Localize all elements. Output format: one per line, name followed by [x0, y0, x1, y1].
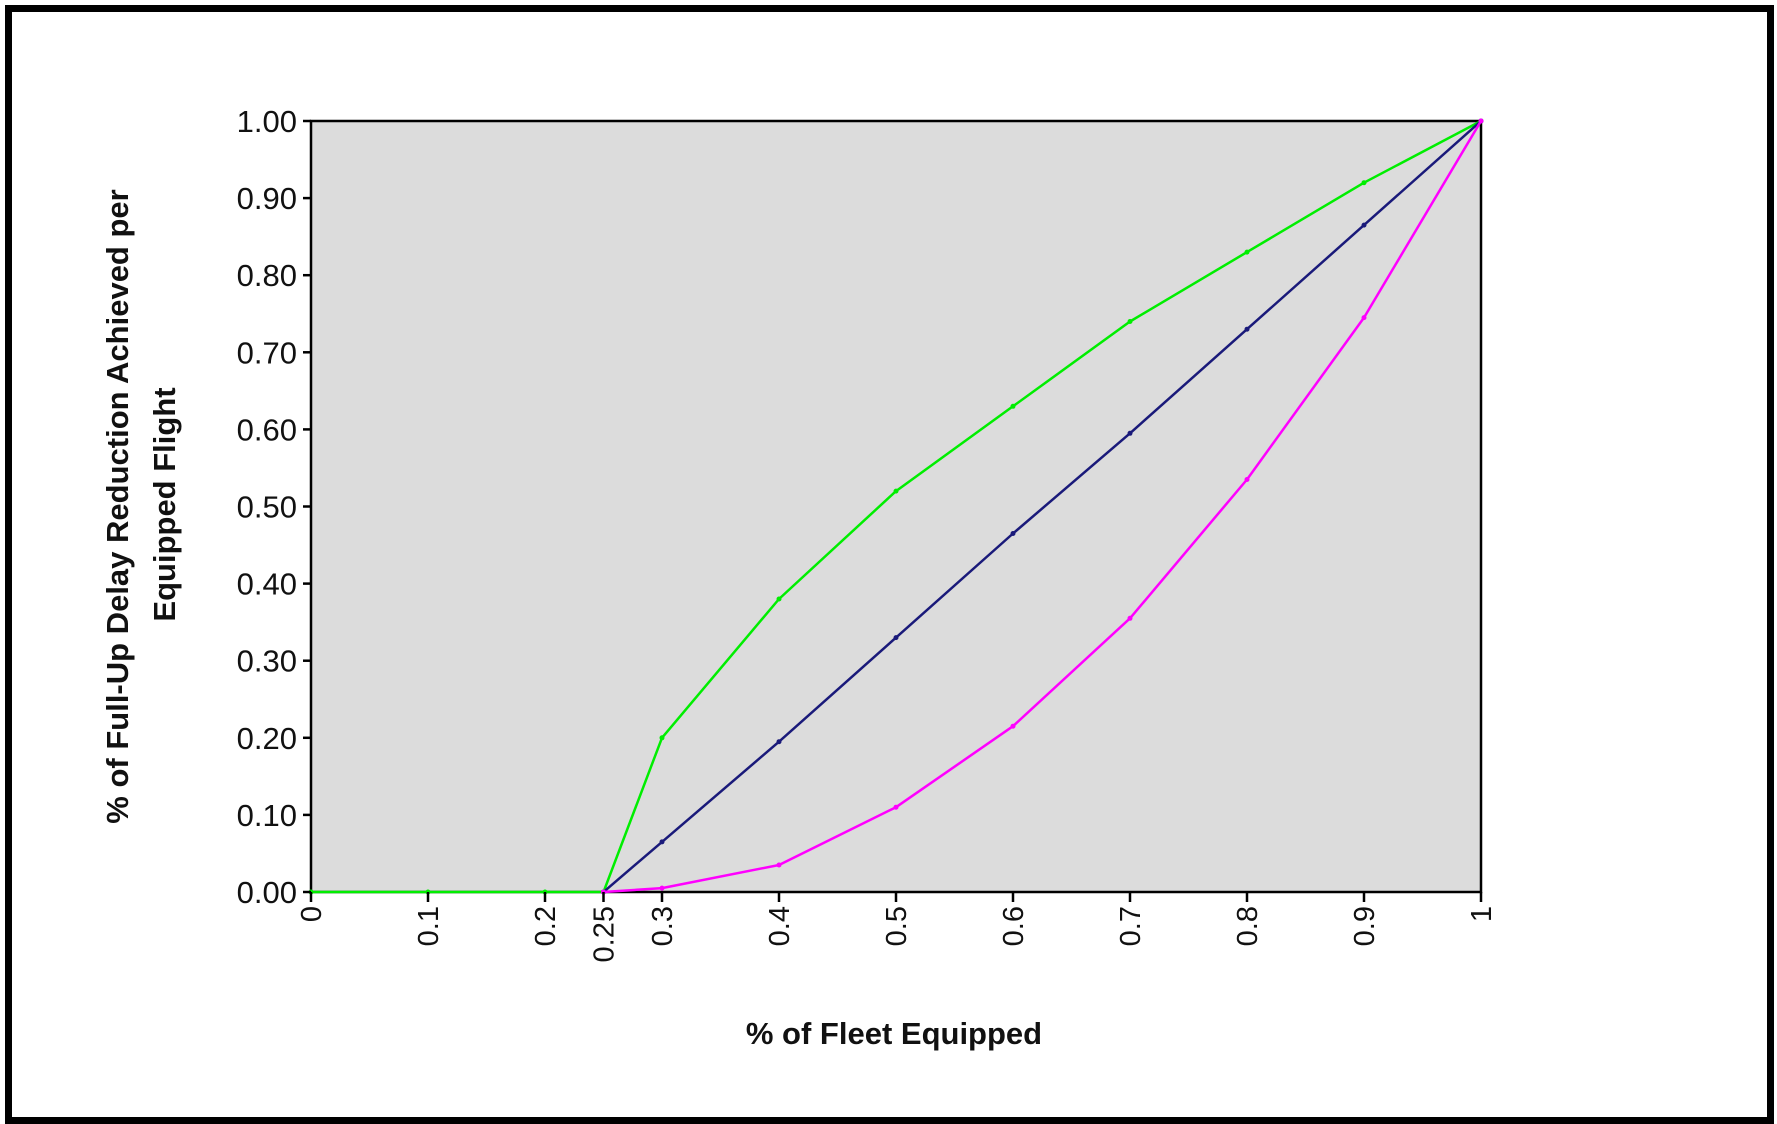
- series-1-point: [893, 488, 899, 494]
- series-line-1: [311, 119, 1482, 894]
- series-3-point: [1361, 315, 1367, 321]
- y-axis-label-line-1: % of Full-Up Delay Reduction Achieved pe…: [100, 189, 135, 823]
- x-tick-label: 1: [1466, 906, 1498, 922]
- series-3-point: [776, 862, 782, 868]
- x-tick-label: 0.7: [1115, 906, 1147, 946]
- series-1-point: [776, 596, 782, 602]
- y-tick-label: 0.10: [237, 798, 297, 833]
- x-axis-label: % of Fleet Equipped: [746, 1016, 1042, 1051]
- x-tick-label: 0.5: [881, 906, 913, 946]
- x-tick-label: 0.4: [764, 906, 796, 946]
- y-tick-label: 0.60: [237, 412, 297, 447]
- y-tick-label: 0.70: [237, 335, 297, 370]
- x-tick-label: 0.9: [1349, 906, 1381, 946]
- series-2-point: [1244, 326, 1250, 332]
- y-tick-label: 0.00: [237, 875, 297, 910]
- series-layer: [308, 118, 1484, 895]
- y-tick-label: 0.80: [237, 258, 297, 293]
- y-axis-label-line-2: Equipped Flight: [147, 387, 182, 621]
- series-3-point: [1127, 615, 1133, 621]
- x-tick-label: 0.2: [530, 906, 562, 946]
- series-2-point: [1127, 430, 1133, 436]
- series-2-point: [776, 739, 782, 745]
- series-3-point: [1478, 118, 1484, 124]
- x-tick-label: 0.3: [647, 906, 679, 946]
- y-tick-label: 0.50: [237, 490, 297, 525]
- series-3-point: [659, 885, 665, 891]
- series-3-point: [893, 804, 899, 810]
- y-tick-label: 0.20: [237, 721, 297, 756]
- series-1-point: [1010, 403, 1016, 409]
- x-tick-label: 0.25: [589, 906, 621, 962]
- x-tick-label: 0.8: [1232, 906, 1264, 946]
- x-tick-label: 0: [296, 906, 328, 922]
- y-tick-label: 0.30: [237, 644, 297, 679]
- series-2-point: [1010, 531, 1016, 536]
- series-2-point: [893, 635, 899, 641]
- y-tick-label: 0.90: [237, 181, 297, 216]
- series-2-point: [659, 839, 665, 845]
- series-1-point: [659, 735, 665, 741]
- y-axis-ticks: 0.00 0.10 0.20 0.30 0.40 0.50 0.60 0.70 0.80 0.90…: [237, 104, 311, 910]
- x-tick-label: 0.6: [998, 906, 1030, 946]
- plot-area: [309, 119, 1483, 894]
- series-3-point: [1010, 723, 1016, 729]
- y-tick-label: 1.00: [237, 104, 297, 139]
- x-axis-ticks: 0 0.1 0.2 0.25 0.3 0.4 0.5 0.6 0.7 0.8 0.9 1: [296, 892, 1498, 962]
- series-1-point: [1127, 319, 1133, 324]
- series-3-point: [1244, 477, 1250, 482]
- series-2-point: [1361, 222, 1367, 228]
- x-tick-label: 0.1: [413, 906, 445, 946]
- series-1-point: [1361, 180, 1367, 186]
- series-1-point: [1244, 249, 1250, 255]
- y-tick-label: 0.40: [237, 567, 297, 602]
